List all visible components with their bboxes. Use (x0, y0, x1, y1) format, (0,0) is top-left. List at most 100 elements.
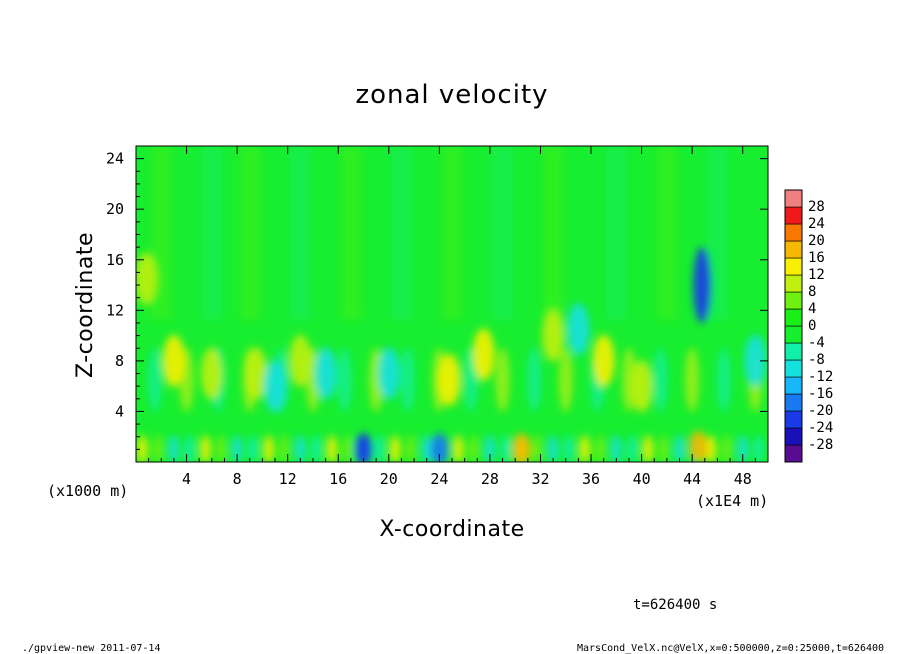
x-tick-label: 8 (233, 470, 242, 488)
field-cell (153, 435, 164, 462)
field-streak (391, 146, 412, 320)
field-feature (630, 360, 653, 413)
colorbar-frame (784, 189, 803, 463)
field-cell (168, 435, 179, 462)
field-feature (430, 433, 449, 462)
field-cell (627, 435, 638, 462)
field-cell (658, 435, 669, 462)
field-cell (469, 435, 480, 462)
field-feature (542, 309, 565, 362)
field-feature (264, 360, 287, 413)
field-cell (500, 435, 511, 462)
colorbar-label: -20 (808, 403, 833, 419)
field-feature (162, 334, 185, 387)
y-tick-label: 24 (106, 150, 124, 168)
footer-left-info: ./gpview-new 2011-07-14 (22, 643, 160, 654)
field-cell (753, 435, 764, 462)
field-cell (453, 435, 464, 462)
colorbar-label: 28 (808, 199, 825, 215)
field-plume (337, 347, 352, 412)
y-tick-label: 4 (115, 402, 124, 420)
colorbar-swatch (784, 291, 803, 310)
field-cell (611, 435, 622, 462)
y-tick-label: 8 (115, 352, 124, 370)
field-feature (512, 433, 531, 462)
x-tick-label: 40 (633, 470, 651, 488)
field-plume (495, 347, 510, 412)
field-cell (295, 435, 306, 462)
colorbar-swatch (784, 308, 803, 327)
field-cell (390, 435, 401, 462)
field-streak (290, 146, 311, 320)
heatmap-field (136, 146, 767, 462)
field-cell (311, 435, 322, 462)
colorbar-swatch (784, 189, 803, 208)
field-cell (737, 435, 748, 462)
x-tick-label: 16 (329, 470, 347, 488)
field-feature (438, 353, 461, 406)
field-streak (239, 146, 260, 320)
colorbar-swatch (784, 393, 803, 412)
field-feature (472, 328, 495, 381)
field-cell (721, 435, 732, 462)
footer-right-info: MarsCond_VelX.nc@VelX,x=0:500000,z=0:250… (577, 643, 884, 654)
field-cell (563, 435, 574, 462)
field-plume (147, 347, 162, 412)
field-cell (706, 435, 717, 462)
field-cell (374, 435, 385, 462)
field-cell (595, 435, 606, 462)
colorbar-label: -28 (808, 437, 833, 453)
x-axis: 4 8 12 16 20 24 28 32 36 40 44 48 (148, 146, 756, 488)
chart-title: zonal velocity (355, 80, 548, 110)
x-tick-label: 48 (734, 470, 752, 488)
field-streak (543, 146, 564, 320)
field-cell (532, 435, 543, 462)
colorbar-swatch (784, 410, 803, 429)
x-tick-label: 12 (279, 470, 297, 488)
x-tick-label: 32 (531, 470, 549, 488)
field-streak (442, 146, 462, 320)
field-cell (279, 435, 290, 462)
field-plume (527, 347, 542, 412)
x-tick-label: 28 (481, 470, 499, 488)
colorbar-label: -4 (808, 335, 825, 351)
field-feature (136, 252, 158, 305)
colorbar-label: -16 (808, 386, 833, 402)
field-feature (200, 347, 223, 400)
colorbar-swatch (784, 342, 803, 361)
field-cell (674, 435, 685, 462)
field-cell (263, 435, 274, 462)
y-tick-label: 12 (106, 301, 124, 319)
colorbar-swatch (784, 427, 803, 446)
x-tick-label: 36 (582, 470, 600, 488)
field-cell (326, 435, 337, 462)
colorbar-label: 0 (808, 318, 816, 334)
plot-area (135, 145, 769, 463)
field-feature (289, 334, 312, 387)
y-axis: 4 8 12 16 20 24 (106, 150, 768, 450)
field-feature (314, 347, 337, 400)
colorbar-label: 4 (808, 301, 816, 317)
x-unit-left: (x1000 m) (47, 482, 128, 500)
colorbar-swatch (784, 223, 803, 242)
field-cell (216, 435, 227, 462)
field-cell (342, 435, 353, 462)
field-feature (693, 247, 712, 324)
field-streak (340, 146, 361, 320)
field-streak (606, 146, 627, 320)
field-plume (558, 347, 573, 412)
time-label: t=626400 s (633, 597, 717, 613)
x-unit-right: (x1E4 m) (696, 492, 768, 510)
colorbar-swatch (784, 240, 803, 259)
colorbar-label: -24 (808, 420, 833, 436)
field-streak (492, 146, 513, 320)
field-cell (579, 435, 590, 462)
colorbar-swatch (784, 359, 803, 378)
field-plume (400, 347, 415, 412)
field-streak (201, 146, 222, 320)
field-cell (421, 435, 432, 462)
field-feature (744, 334, 767, 387)
field-feature (377, 347, 400, 400)
field-cell (484, 435, 495, 462)
